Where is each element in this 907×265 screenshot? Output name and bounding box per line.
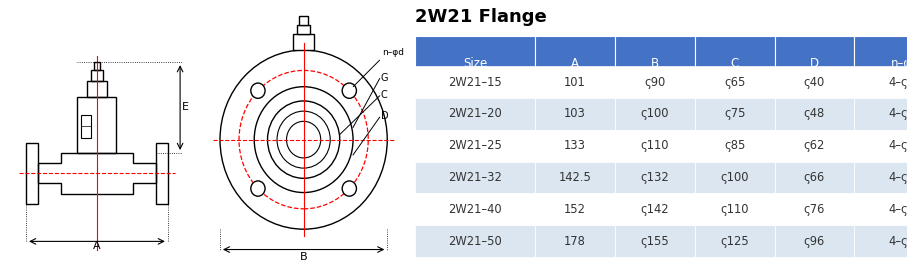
Text: ς100: ς100 [720, 171, 749, 184]
Text: 4–ς14: 4–ς14 [888, 139, 907, 152]
Text: ς85: ς85 [724, 139, 746, 152]
Bar [91, 70, 103, 81]
Text: ς48: ς48 [804, 107, 825, 121]
Text: 103: 103 [564, 107, 586, 121]
Bar [93, 62, 101, 70]
Text: ς66: ς66 [804, 171, 825, 184]
Bar [293, 34, 314, 50]
Text: B: B [300, 252, 307, 262]
Text: Size: Size [463, 57, 487, 70]
Text: ς62: ς62 [804, 139, 825, 152]
Text: 4–ς18: 4–ς18 [888, 171, 907, 184]
Circle shape [342, 181, 356, 196]
Circle shape [251, 83, 265, 98]
Text: 4–ς14: 4–ς14 [888, 76, 907, 89]
Text: ς142: ς142 [640, 203, 669, 216]
Text: 178: 178 [564, 235, 586, 248]
Text: 2W21–25: 2W21–25 [448, 139, 502, 152]
Text: ς155: ς155 [640, 235, 669, 248]
Text: ς40: ς40 [804, 76, 825, 89]
Text: ς110: ς110 [720, 203, 749, 216]
Text: ς96: ς96 [804, 235, 825, 248]
Text: ς132: ς132 [640, 171, 669, 184]
Bar [87, 81, 107, 97]
Text: ς125: ς125 [720, 235, 749, 248]
Text: 142.5: 142.5 [559, 171, 591, 184]
Text: 4–ς14: 4–ς14 [888, 107, 907, 121]
Text: ς75: ς75 [724, 107, 746, 121]
Text: ς76: ς76 [804, 203, 825, 216]
Text: D: D [810, 57, 819, 70]
Text: A: A [93, 241, 101, 251]
Text: 2W21–50: 2W21–50 [448, 235, 502, 248]
Text: G: G [381, 73, 388, 83]
Text: 133: 133 [564, 139, 586, 152]
Circle shape [342, 83, 356, 98]
Text: A: A [571, 57, 579, 70]
Text: ς65: ς65 [724, 76, 746, 89]
Text: B: B [651, 57, 658, 70]
Text: 2W21–15: 2W21–15 [448, 76, 502, 89]
Text: 101: 101 [564, 76, 586, 89]
Text: n–φd: n–φd [383, 48, 405, 57]
Text: C: C [381, 90, 387, 100]
Text: 152: 152 [564, 203, 586, 216]
Text: ς90: ς90 [644, 76, 666, 89]
Text: 2W21–32: 2W21–32 [448, 171, 502, 184]
Text: C: C [730, 57, 739, 70]
Text: E: E [182, 102, 190, 112]
Bar [299, 16, 308, 25]
Text: D: D [381, 111, 388, 121]
Text: 4–ς18: 4–ς18 [888, 203, 907, 216]
Bar [297, 25, 310, 34]
Text: 2W21 Flange: 2W21 Flange [415, 8, 547, 26]
Text: 2W21–20: 2W21–20 [448, 107, 502, 121]
Text: ς110: ς110 [640, 139, 669, 152]
Text: ς100: ς100 [640, 107, 669, 121]
Text: n–φd: n–φd [891, 57, 907, 70]
Text: 2W21–40: 2W21–40 [448, 203, 502, 216]
Circle shape [251, 181, 265, 196]
Bar [77, 97, 116, 153]
Bar [82, 115, 91, 138]
Text: 4–ς18: 4–ς18 [888, 235, 907, 248]
